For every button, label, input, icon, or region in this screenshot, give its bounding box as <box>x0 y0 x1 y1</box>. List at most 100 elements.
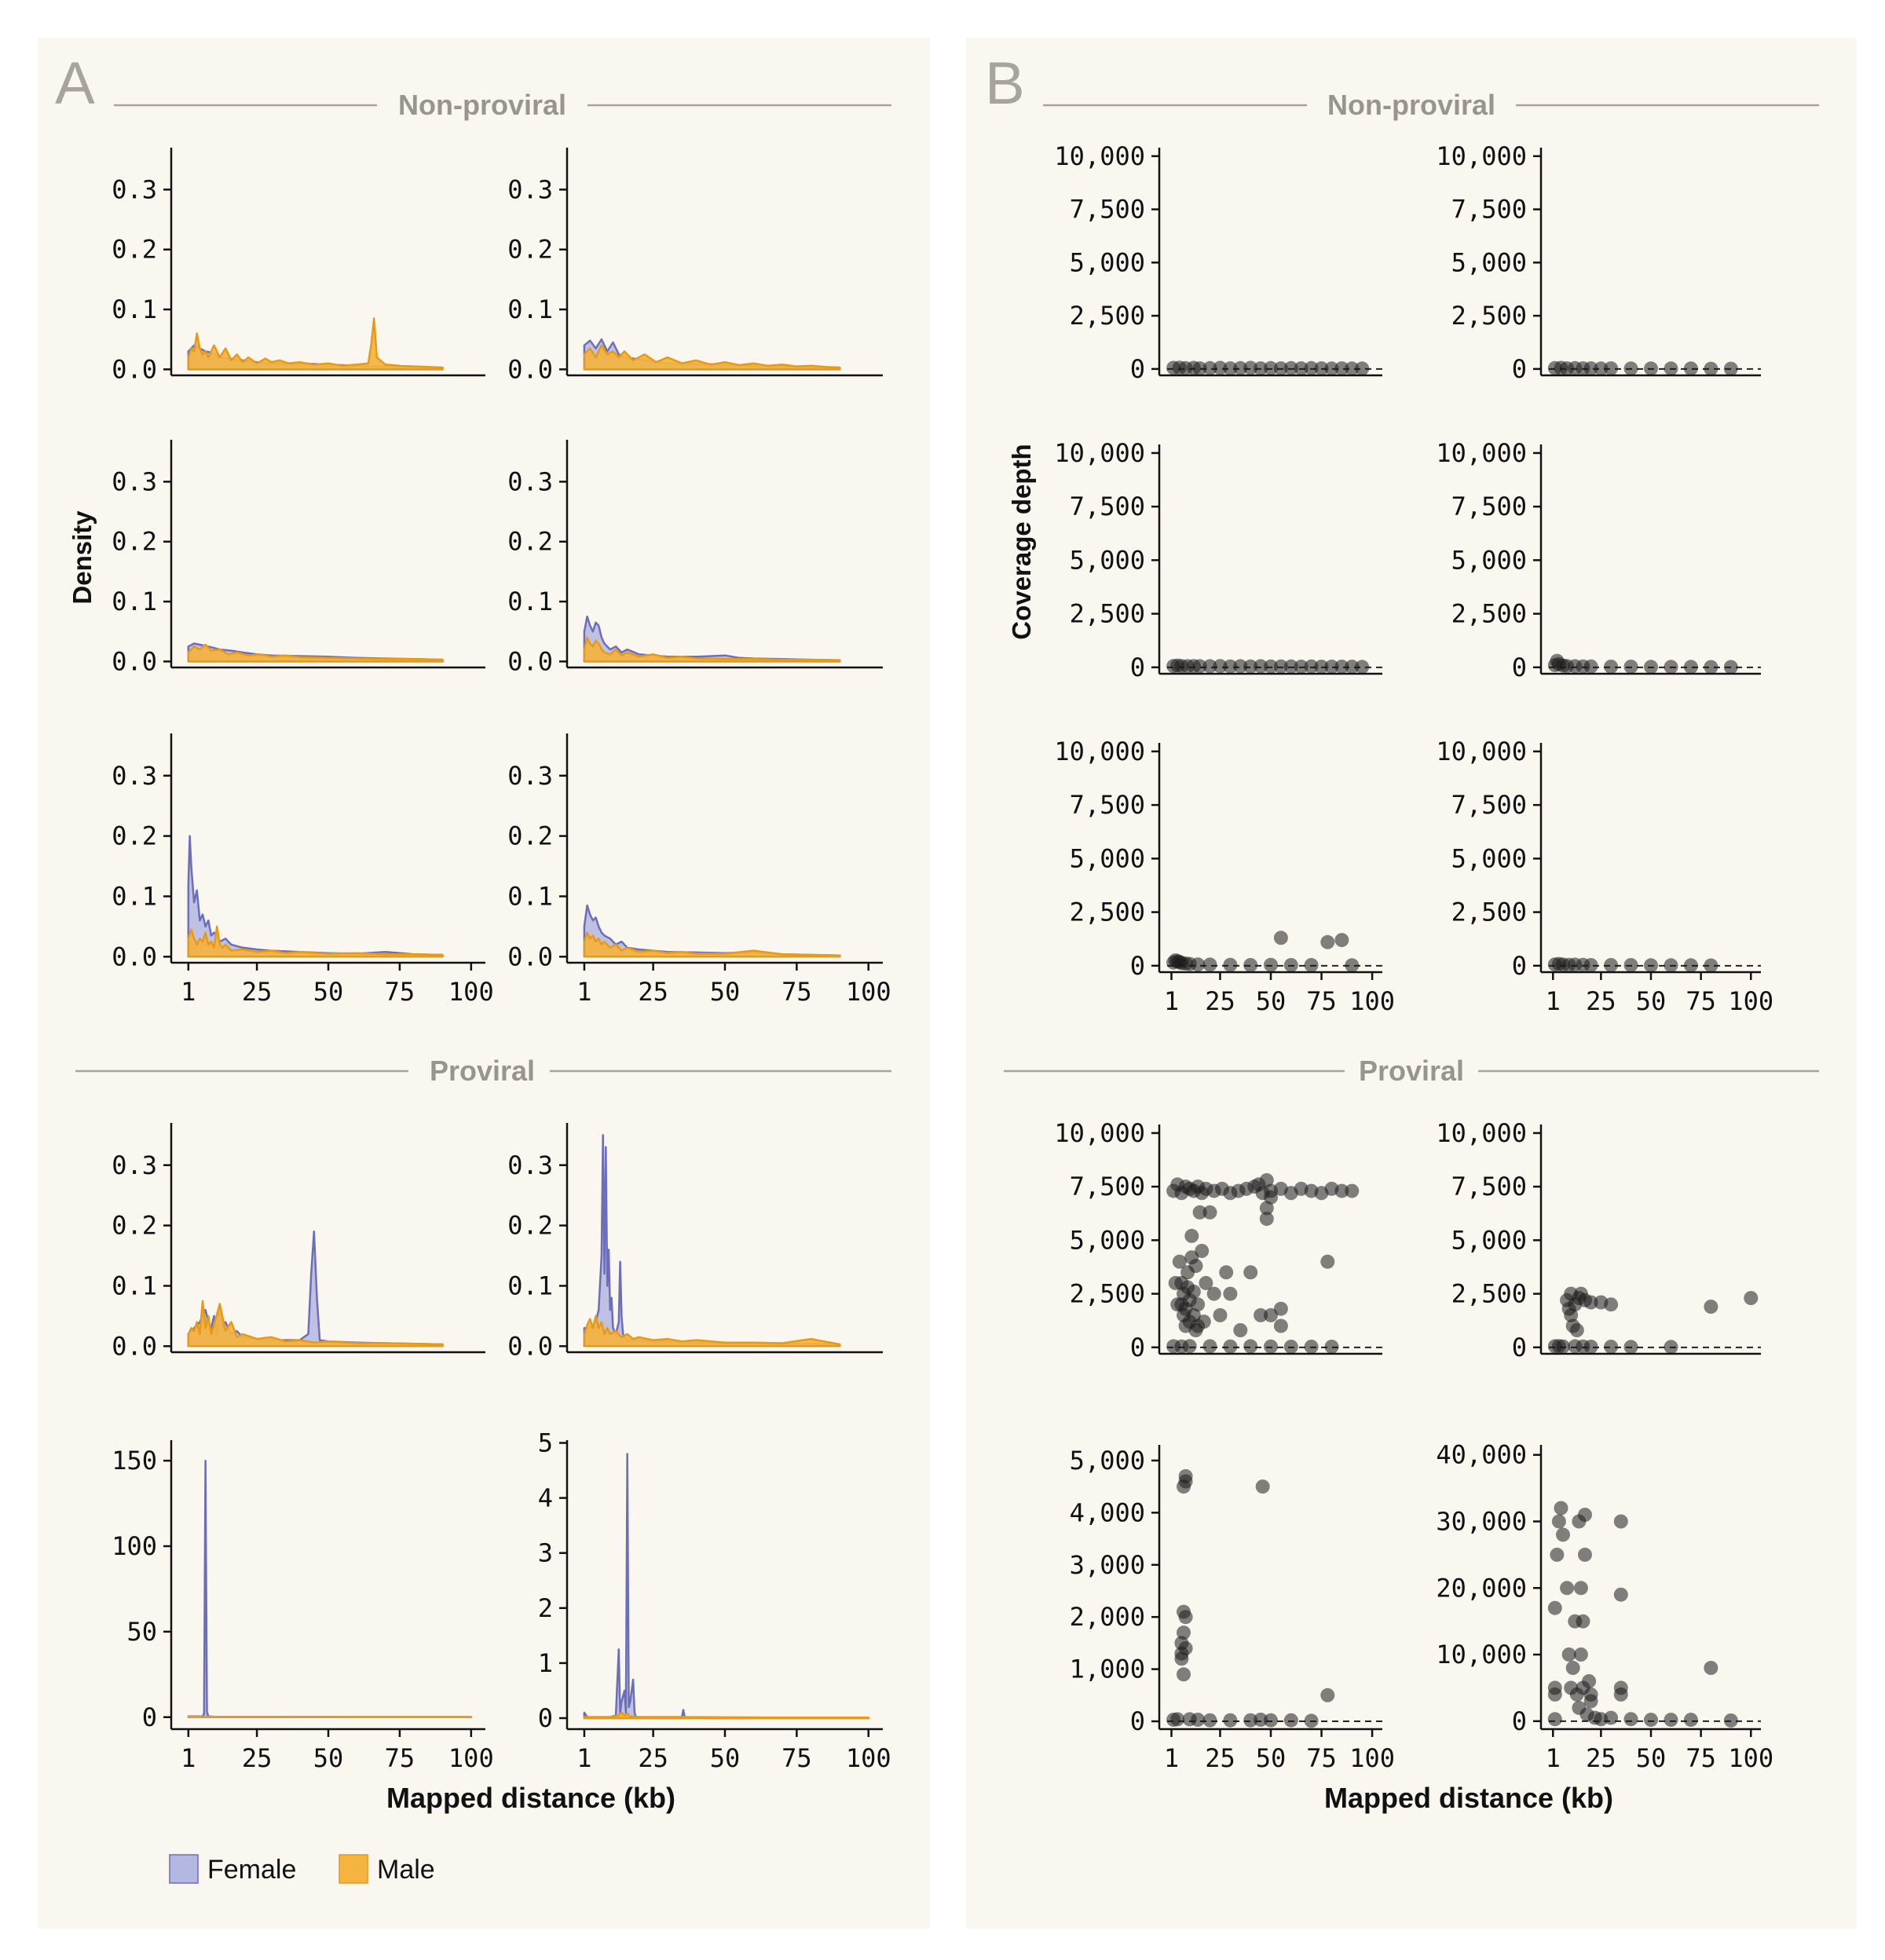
subplots: 0.00.10.20.30.00.10.20.30.00.10.20.30.00… <box>112 141 1773 1773</box>
x-tick-label: 100 <box>1728 986 1773 1016</box>
y-tick-label: 5,000 <box>1451 1225 1527 1255</box>
y-tick-label: 20,000 <box>1436 1573 1527 1603</box>
panel-b-section-nonproviral: Non-proviral <box>1327 89 1495 121</box>
scatter-point-12 <box>1273 931 1288 945</box>
subplot-b-np-r3c1: 0 2,500 5,000 7,500 10,000 1 25 50 75 100 <box>1054 737 1395 1016</box>
scatter-point-18 <box>1334 361 1349 376</box>
y-tick-label: 2,500 <box>1451 301 1527 331</box>
scatter-point-16 <box>1304 659 1319 674</box>
scatter-point-32 <box>1243 1339 1258 1354</box>
y-tick-label: 2,500 <box>1070 898 1145 927</box>
x-tick-label: 1 <box>576 977 591 1007</box>
y-tick-label: 0 <box>142 1702 157 1732</box>
scatter-point-10 <box>1664 361 1678 376</box>
scatter-point-16 <box>1314 361 1329 376</box>
scatter-point-17 <box>1573 1647 1588 1662</box>
area-series-male <box>583 344 841 371</box>
scatter-point-8 <box>1202 957 1217 972</box>
y-tick-label: 0.0 <box>507 646 553 676</box>
legend-swatch-male <box>339 1854 368 1884</box>
y-tick-label: 0.1 <box>112 587 157 616</box>
panel-b-x-label: Mapped distance (kb) <box>1324 1782 1613 1814</box>
y-tick-label: 0.1 <box>507 294 553 324</box>
area-series-male <box>187 317 444 371</box>
scatter-point-19 <box>1345 361 1360 376</box>
scatter-point-13 <box>1723 361 1738 376</box>
legend-label-female: Female <box>207 1855 296 1885</box>
scatter-point-48 <box>1184 1228 1199 1243</box>
scatter-point-13 <box>1583 1295 1598 1310</box>
y-tick-label: 30,000 <box>1436 1506 1527 1536</box>
scatter-point-20 <box>1355 361 1370 376</box>
area-series-male <box>583 931 841 958</box>
scatter-point-8 <box>1623 958 1638 972</box>
scatter-point-14 <box>1294 361 1309 376</box>
y-tick-label: 1,000 <box>1070 1655 1145 1684</box>
scatter-point-12 <box>1704 958 1718 973</box>
y-tick-label: 50 <box>126 1617 157 1647</box>
scatter-point-15 <box>1294 660 1309 674</box>
x-tick-label: 100 <box>448 977 494 1007</box>
scatter-point-10 <box>1664 958 1678 973</box>
y-tick-label: 0 <box>1512 951 1527 981</box>
legend-label-male: Male <box>377 1855 435 1885</box>
scatter-point-11 <box>1264 957 1278 972</box>
y-tick-label: 0.0 <box>507 942 553 971</box>
scatter-point-33 <box>1623 1712 1638 1727</box>
x-tick-label: 1 <box>181 977 196 1007</box>
panel-a-background <box>38 38 930 1929</box>
y-tick-label: 0 <box>1512 1333 1527 1362</box>
y-tick-label: 0.1 <box>112 881 157 911</box>
scatter-point-5 <box>1202 360 1217 375</box>
x-tick-label: 25 <box>638 977 668 1007</box>
x-tick-label: 1 <box>181 1743 196 1773</box>
subplot-a-p-r2c1: 0 50 100 150 1 25 50 75 100 <box>112 1440 494 1773</box>
y-tick-label: 0.2 <box>507 235 553 265</box>
scatter-point-31 <box>1223 1339 1238 1354</box>
scatter-point-21 <box>1578 1508 1592 1522</box>
scatter-point-4 <box>1192 361 1207 376</box>
x-tick-label: 25 <box>1205 1743 1235 1773</box>
scatter-point-6 <box>1594 361 1609 376</box>
scatter-point-64 <box>1233 1323 1248 1337</box>
scatter-point-60 <box>1206 1286 1221 1301</box>
y-tick-label: 2 <box>538 1593 553 1623</box>
y-tick-label: 100 <box>112 1531 157 1561</box>
scatter-point-34 <box>1283 1340 1298 1354</box>
scatter-point-62 <box>1219 1265 1234 1280</box>
scatter-point-71 <box>1273 1318 1288 1333</box>
scatter-point-33 <box>1264 1339 1278 1354</box>
scatter-point-6 <box>1583 958 1598 972</box>
scatter-point-50 <box>1186 1284 1201 1299</box>
scatter-point-18 <box>1254 1713 1268 1727</box>
scatter-point-5 <box>1551 1514 1566 1529</box>
scatter-point-30 <box>1613 1514 1628 1529</box>
y-tick-label: 0.0 <box>112 1331 157 1361</box>
scatter-point-5 <box>1192 659 1207 674</box>
x-tick-label: 50 <box>1256 1743 1287 1773</box>
scatter-point-5 <box>1583 361 1598 376</box>
scatter-point-8 <box>1223 659 1238 674</box>
y-tick-label: 0.3 <box>507 1150 553 1180</box>
scatter-point-11 <box>1177 1625 1191 1640</box>
scatter-point-13 <box>1283 958 1298 972</box>
scatter-point-21 <box>1355 660 1370 675</box>
y-tick-label: 0 <box>1512 653 1527 682</box>
scatter-point-16 <box>1334 933 1349 948</box>
subplot-a-p-r1c2: 0.0 0.1 0.2 0.3 <box>507 1123 883 1361</box>
scatter-point-16 <box>1223 1713 1238 1728</box>
scatter-point-3 <box>1547 1687 1562 1702</box>
y-tick-label: 0.3 <box>112 761 157 791</box>
scatter-point-19 <box>1604 1340 1619 1354</box>
y-tick-label: 4,000 <box>1070 1497 1145 1527</box>
scatter-point-19 <box>1334 660 1349 674</box>
scatter-point-29 <box>1182 1339 1197 1354</box>
y-tick-label: 7,500 <box>1070 492 1145 521</box>
y-tick-label: 0.0 <box>507 354 553 384</box>
x-tick-label: 1 <box>1546 1743 1561 1773</box>
y-tick-label: 0.3 <box>507 466 553 496</box>
subplot-a-np-r2c2: 0.0 0.1 0.2 0.3 <box>507 440 883 676</box>
y-tick-label: 10,000 <box>1054 737 1145 766</box>
area-series-male <box>187 1300 444 1348</box>
